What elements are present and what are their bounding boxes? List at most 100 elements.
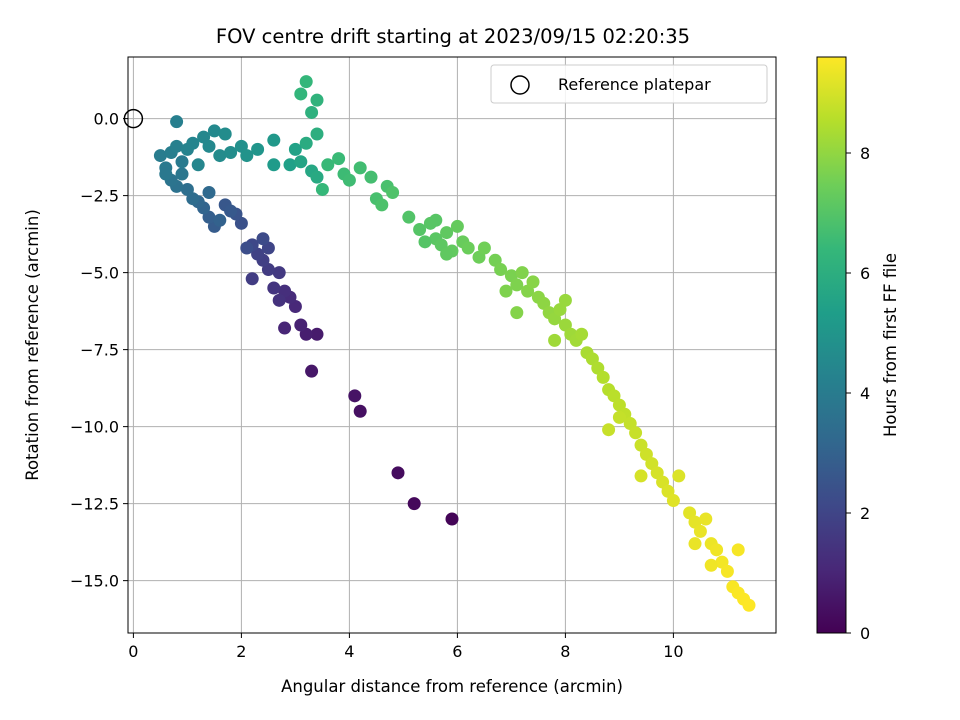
data-point xyxy=(283,158,297,172)
x-axis-label: Angular distance from reference (arcmin) xyxy=(281,677,623,696)
data-point xyxy=(310,93,324,107)
data-point xyxy=(510,306,524,320)
colorbar-label: Hours from first FF file xyxy=(881,253,900,437)
data-point xyxy=(375,198,389,212)
data-point xyxy=(672,469,686,483)
y-tick-label: −2.5 xyxy=(80,187,119,206)
data-point xyxy=(402,210,416,224)
data-point xyxy=(742,598,756,612)
data-point xyxy=(278,321,292,335)
data-point xyxy=(186,136,200,150)
x-tick-label: 2 xyxy=(236,642,246,661)
data-point xyxy=(407,497,421,511)
data-point xyxy=(548,333,562,347)
data-point xyxy=(720,564,734,578)
data-point xyxy=(175,167,189,181)
data-point xyxy=(218,127,232,141)
data-point xyxy=(321,158,335,172)
data-point xyxy=(348,389,362,403)
data-point xyxy=(294,87,308,101)
colorbar-tick-label: 8 xyxy=(860,144,870,163)
grid xyxy=(128,57,776,633)
data-point xyxy=(256,232,270,246)
colorbar-tick-label: 2 xyxy=(860,504,870,523)
data-point xyxy=(342,173,356,187)
data-point xyxy=(175,155,189,169)
data-point xyxy=(267,158,281,172)
data-point xyxy=(213,213,227,227)
data-point xyxy=(159,167,173,181)
data-point xyxy=(418,235,432,249)
data-point xyxy=(267,281,281,295)
data-point xyxy=(332,152,346,166)
x-tick-label: 6 xyxy=(452,642,462,661)
data-point xyxy=(224,145,238,159)
scatter-points xyxy=(153,75,756,612)
chart-title: FOV centre drift starting at 2023/09/15 … xyxy=(216,25,690,48)
data-point xyxy=(629,426,643,440)
y-tick-label: −10.0 xyxy=(70,418,119,437)
data-point xyxy=(450,219,464,233)
data-point xyxy=(494,263,508,277)
data-point xyxy=(310,327,324,341)
data-point xyxy=(461,241,475,255)
data-point xyxy=(310,127,324,141)
data-point xyxy=(170,139,184,153)
data-point xyxy=(688,537,702,551)
data-point xyxy=(558,293,572,307)
data-point xyxy=(364,170,378,184)
data-point xyxy=(299,75,313,89)
data-point xyxy=(294,155,308,169)
legend-marker xyxy=(510,75,530,95)
data-point xyxy=(445,512,459,526)
data-point xyxy=(224,204,238,218)
data-point xyxy=(153,149,167,163)
y-tick-label: −7.5 xyxy=(80,341,119,360)
data-point xyxy=(510,278,524,292)
data-point xyxy=(305,105,319,119)
data-point xyxy=(267,133,281,147)
data-point xyxy=(272,266,286,280)
y-tick-label: −12.5 xyxy=(70,495,119,514)
data-point xyxy=(353,404,367,418)
y-tick-label: 0.0 xyxy=(94,110,119,129)
data-point xyxy=(666,494,680,508)
data-point xyxy=(704,558,718,572)
data-point xyxy=(251,142,265,156)
data-point xyxy=(731,543,745,557)
colorbar-tick-label: 4 xyxy=(860,384,870,403)
y-axis-label: Rotation from reference (arcmin) xyxy=(23,209,42,481)
data-point xyxy=(353,161,367,175)
x-tick-label: 0 xyxy=(128,642,138,661)
axis-ticks: 0 2 4 6 8 10 0.0 −2.5 −5.0 −7.5 −10.0 −12.5 −15.0 xyxy=(70,110,684,661)
data-point xyxy=(180,182,194,196)
data-point xyxy=(170,115,184,129)
data-point xyxy=(310,170,324,184)
data-point xyxy=(429,213,443,227)
y-tick-label: −15.0 xyxy=(70,572,119,591)
legend: Reference platepar xyxy=(490,64,768,104)
data-point xyxy=(386,186,400,200)
data-point xyxy=(526,275,540,289)
data-point xyxy=(288,142,302,156)
x-tick-label: 10 xyxy=(663,642,683,661)
legend-label-reference-platepar: Reference platepar xyxy=(558,75,711,94)
colorbar-ticks: 0 2 4 6 8 xyxy=(846,144,870,643)
data-point xyxy=(213,149,227,163)
colorbar-tick-label: 6 xyxy=(860,264,870,283)
colorbar-tick-label: 0 xyxy=(860,624,870,643)
data-point xyxy=(710,543,724,557)
data-point xyxy=(272,293,286,307)
x-tick-label: 4 xyxy=(344,642,354,661)
data-point xyxy=(299,136,313,150)
legend-box xyxy=(490,64,768,104)
data-point xyxy=(440,226,454,240)
y-tick-label: −5.0 xyxy=(80,264,119,283)
data-point xyxy=(245,272,259,286)
data-point xyxy=(197,130,211,144)
data-point xyxy=(202,186,216,200)
data-point xyxy=(575,327,589,341)
data-point xyxy=(413,222,427,236)
data-point xyxy=(207,124,221,138)
